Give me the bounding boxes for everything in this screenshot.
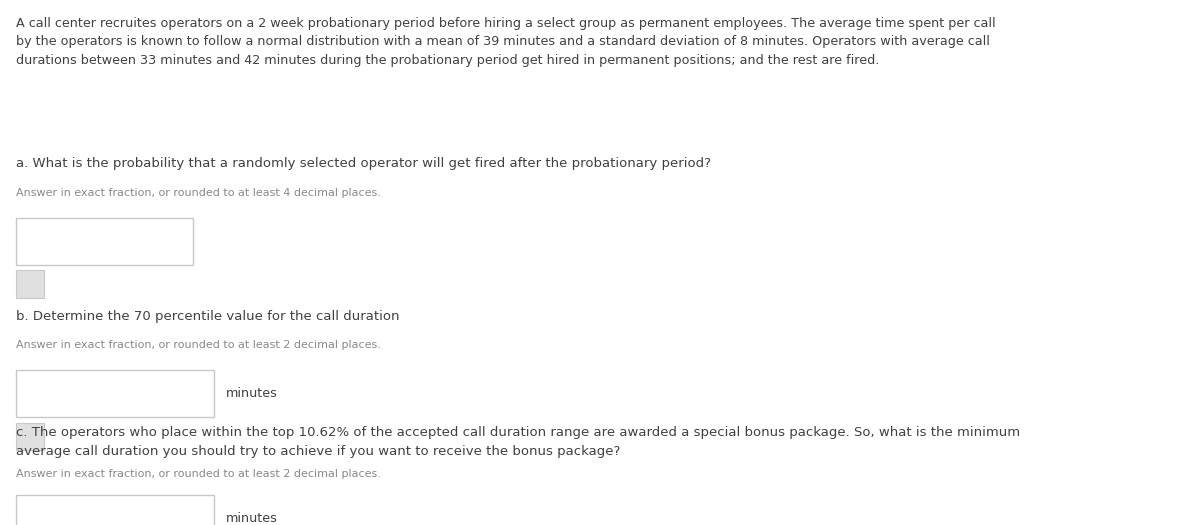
Text: Answer in exact fraction, or rounded to at least 2 decimal places.: Answer in exact fraction, or rounded to … [16, 340, 380, 350]
Text: A call center recruites operators on a 2 week probationary period before hiring : A call center recruites operators on a 2… [16, 17, 995, 67]
Text: minutes: minutes [226, 387, 277, 400]
FancyBboxPatch shape [16, 270, 44, 298]
FancyBboxPatch shape [16, 370, 214, 417]
Text: b. Determine the 70 percentile value for the call duration: b. Determine the 70 percentile value for… [16, 310, 400, 323]
FancyBboxPatch shape [16, 423, 44, 450]
FancyBboxPatch shape [16, 495, 214, 525]
Text: c. The operators who place within the top 10.62% of the accepted call duration r: c. The operators who place within the to… [16, 426, 1020, 458]
Text: minutes: minutes [226, 512, 277, 524]
Text: Answer in exact fraction, or rounded to at least 4 decimal places.: Answer in exact fraction, or rounded to … [16, 188, 380, 198]
FancyBboxPatch shape [16, 218, 193, 265]
Text: a. What is the probability that a randomly selected operator will get fired afte: a. What is the probability that a random… [16, 158, 710, 171]
Text: Answer in exact fraction, or rounded to at least 2 decimal places.: Answer in exact fraction, or rounded to … [16, 469, 380, 479]
